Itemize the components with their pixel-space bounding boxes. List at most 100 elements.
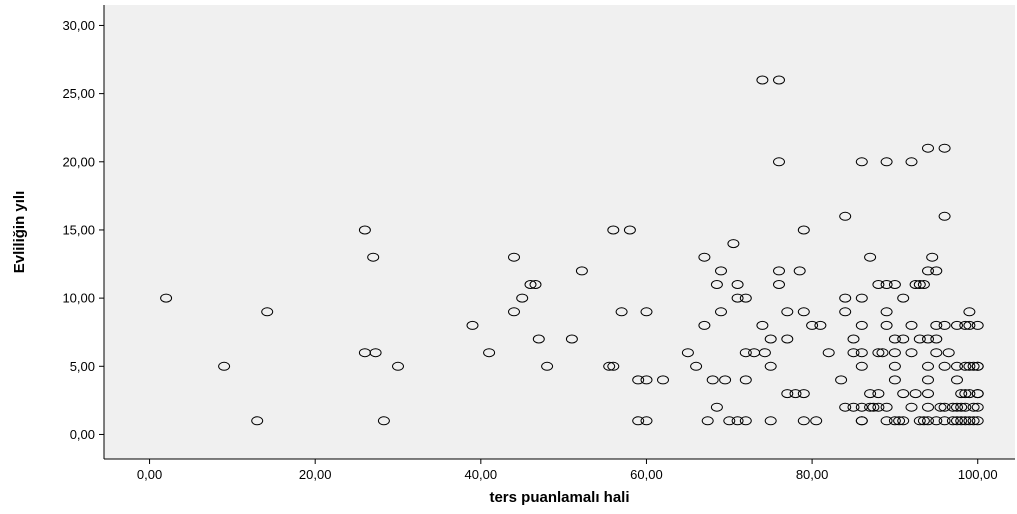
data-point — [930, 320, 943, 330]
data-point — [698, 320, 711, 330]
data-point — [963, 389, 976, 399]
data-point — [872, 280, 885, 289]
data-point — [739, 293, 752, 303]
data-point — [934, 402, 947, 412]
data-point — [880, 307, 893, 317]
data-point — [847, 402, 860, 412]
data-point — [731, 280, 744, 289]
data-point — [773, 157, 785, 167]
data-point — [971, 416, 984, 426]
data-point — [872, 402, 885, 412]
data-point — [951, 402, 963, 412]
data-point — [814, 320, 827, 330]
data-point — [529, 280, 542, 289]
data-point — [930, 416, 943, 426]
y-tick-label: 10,00 — [62, 291, 95, 306]
data-point — [959, 361, 972, 371]
data-point — [781, 334, 794, 344]
data-point — [690, 361, 703, 371]
data-point — [847, 334, 860, 344]
data-point — [922, 402, 934, 412]
data-point — [963, 361, 976, 371]
data-point — [261, 307, 274, 317]
y-tick-label: 0,00 — [70, 427, 95, 442]
data-point — [922, 361, 934, 371]
data-point — [698, 252, 711, 262]
data-point — [632, 416, 645, 426]
data-point — [773, 266, 785, 276]
data-point — [764, 361, 777, 371]
data-point — [773, 75, 785, 85]
data-point — [723, 416, 736, 426]
data-point — [822, 348, 835, 358]
data-point — [880, 402, 893, 412]
data-point — [959, 402, 972, 412]
data-point — [607, 225, 620, 235]
data-point — [839, 211, 852, 221]
data-point — [897, 293, 910, 303]
data-point — [905, 157, 918, 167]
data-point — [524, 280, 537, 289]
data-point — [867, 402, 880, 412]
y-tick-label: 5,00 — [70, 359, 95, 374]
data-point — [532, 334, 545, 344]
data-point — [855, 157, 868, 167]
data-point — [855, 416, 868, 426]
data-point — [810, 416, 823, 426]
data-point — [392, 361, 404, 371]
data-point — [806, 320, 819, 330]
y-tick-label: 25,00 — [62, 86, 95, 101]
data-point — [756, 75, 769, 85]
data-point — [913, 416, 926, 426]
data-point — [967, 361, 980, 371]
data-point — [793, 266, 806, 276]
x-axis-ticks: 0,00 20,00 40,00 60,00 80,00 100,00 — [137, 459, 998, 482]
data-point — [938, 361, 951, 371]
data-point — [855, 320, 868, 330]
data-point — [926, 252, 939, 262]
data-point — [839, 402, 852, 412]
data-point — [218, 361, 231, 371]
data-point — [797, 389, 810, 399]
data-point — [847, 348, 860, 358]
data-point — [632, 375, 645, 385]
data-point — [508, 252, 520, 262]
data-point — [764, 416, 777, 426]
data-point — [959, 389, 972, 399]
y-tick-label: 30,00 — [62, 18, 95, 33]
data-point — [739, 348, 752, 358]
data-point — [640, 307, 653, 317]
data-point — [508, 307, 520, 317]
data-point — [855, 361, 868, 371]
data-point — [640, 375, 653, 385]
data-point — [681, 348, 694, 358]
data-point — [876, 348, 889, 358]
data-point — [358, 225, 371, 235]
data-point — [855, 348, 868, 358]
data-point — [797, 307, 810, 317]
data-point — [615, 307, 628, 317]
data-point — [623, 225, 636, 235]
data-point — [946, 416, 959, 426]
y-axis-ticks: 0,00 5,00 10,00 15,00 20,00 25,00 30,00 — [62, 18, 104, 442]
data-point — [706, 375, 719, 385]
data-point — [880, 416, 893, 426]
data-point — [967, 402, 980, 412]
data-point — [942, 348, 955, 358]
data-point — [888, 334, 901, 344]
data-point — [955, 389, 968, 399]
data-point — [160, 293, 173, 303]
data-point — [575, 266, 588, 276]
data-point — [897, 416, 910, 426]
data-point — [963, 320, 976, 330]
data-point — [516, 293, 529, 303]
data-point — [963, 307, 976, 317]
x-tick-label: 0,00 — [137, 467, 162, 482]
data-point — [938, 416, 951, 426]
data-point — [888, 416, 901, 426]
data-point — [922, 416, 934, 426]
data-point — [758, 348, 771, 358]
data-point — [739, 375, 752, 385]
x-tick-label: 80,00 — [796, 467, 829, 482]
data-point — [959, 416, 972, 426]
